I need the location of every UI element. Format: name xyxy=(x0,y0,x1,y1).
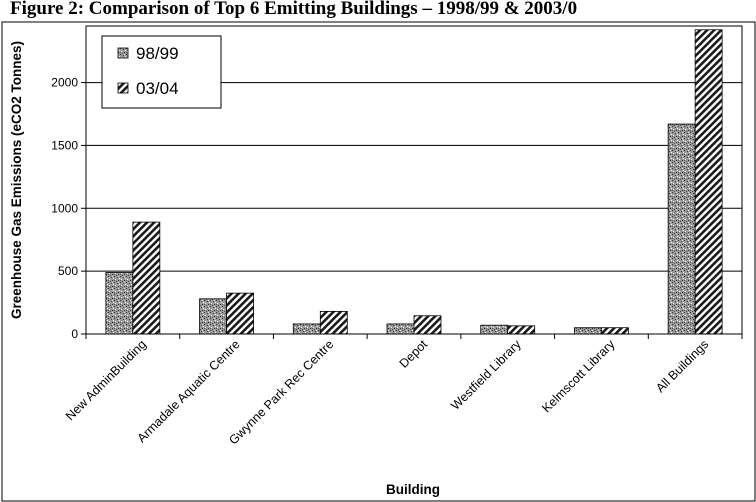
y-axis-title: Greenhouse Gas Emissions (eCO2 Tonnes) xyxy=(9,41,24,319)
y-tick-label: 1000 xyxy=(51,201,78,215)
bar-03-04-3 xyxy=(413,315,442,335)
bar-98-99-6 xyxy=(667,123,696,335)
bar-03-04-2 xyxy=(319,310,348,335)
legend-label-98-99: 98/99 xyxy=(136,44,179,63)
bar-03-04-5 xyxy=(601,327,629,335)
bar-03-04-0 xyxy=(132,221,161,335)
x-category-label: Depot xyxy=(397,337,431,371)
x-category-label: All Buildings xyxy=(653,337,711,395)
chart-frame xyxy=(1,21,756,502)
x-category-label: Armadale Aquatic Centre xyxy=(135,337,243,445)
legend: 98/99 03/04 xyxy=(101,35,222,109)
bar-03-04-6 xyxy=(694,29,723,335)
y-tick-label: 1500 xyxy=(51,138,78,152)
x-category-label: Gwynne Park Rec Centre xyxy=(226,337,336,447)
plot-area xyxy=(85,25,743,335)
legend-swatch-98-99 xyxy=(117,47,129,59)
x-category-label: Kelmscott Library xyxy=(539,337,618,416)
bar-98-99-3 xyxy=(386,323,415,335)
chart-title: Figure 2: Comparison of Top 6 Emitting B… xyxy=(10,0,577,19)
bar-98-99-0 xyxy=(105,271,134,335)
bar-98-99-4 xyxy=(480,324,509,335)
bar-98-99-5 xyxy=(574,327,602,335)
legend-swatch-03-04 xyxy=(117,82,129,94)
x-category-label: Westfield Library xyxy=(448,337,524,413)
bar-03-04-1 xyxy=(226,292,254,335)
y-tick-label: 500 xyxy=(58,264,78,278)
y-tick-label: 0 xyxy=(71,327,78,341)
legend-label-03-04: 03/04 xyxy=(136,79,179,98)
y-tick-label: 2000 xyxy=(51,76,78,90)
bar-03-04-4 xyxy=(507,325,536,335)
bar-98-99-2 xyxy=(292,323,321,335)
x-axis-title: Building xyxy=(386,482,440,497)
x-category-label: New AdminBuilding xyxy=(63,337,149,423)
bar-98-99-1 xyxy=(199,298,227,335)
